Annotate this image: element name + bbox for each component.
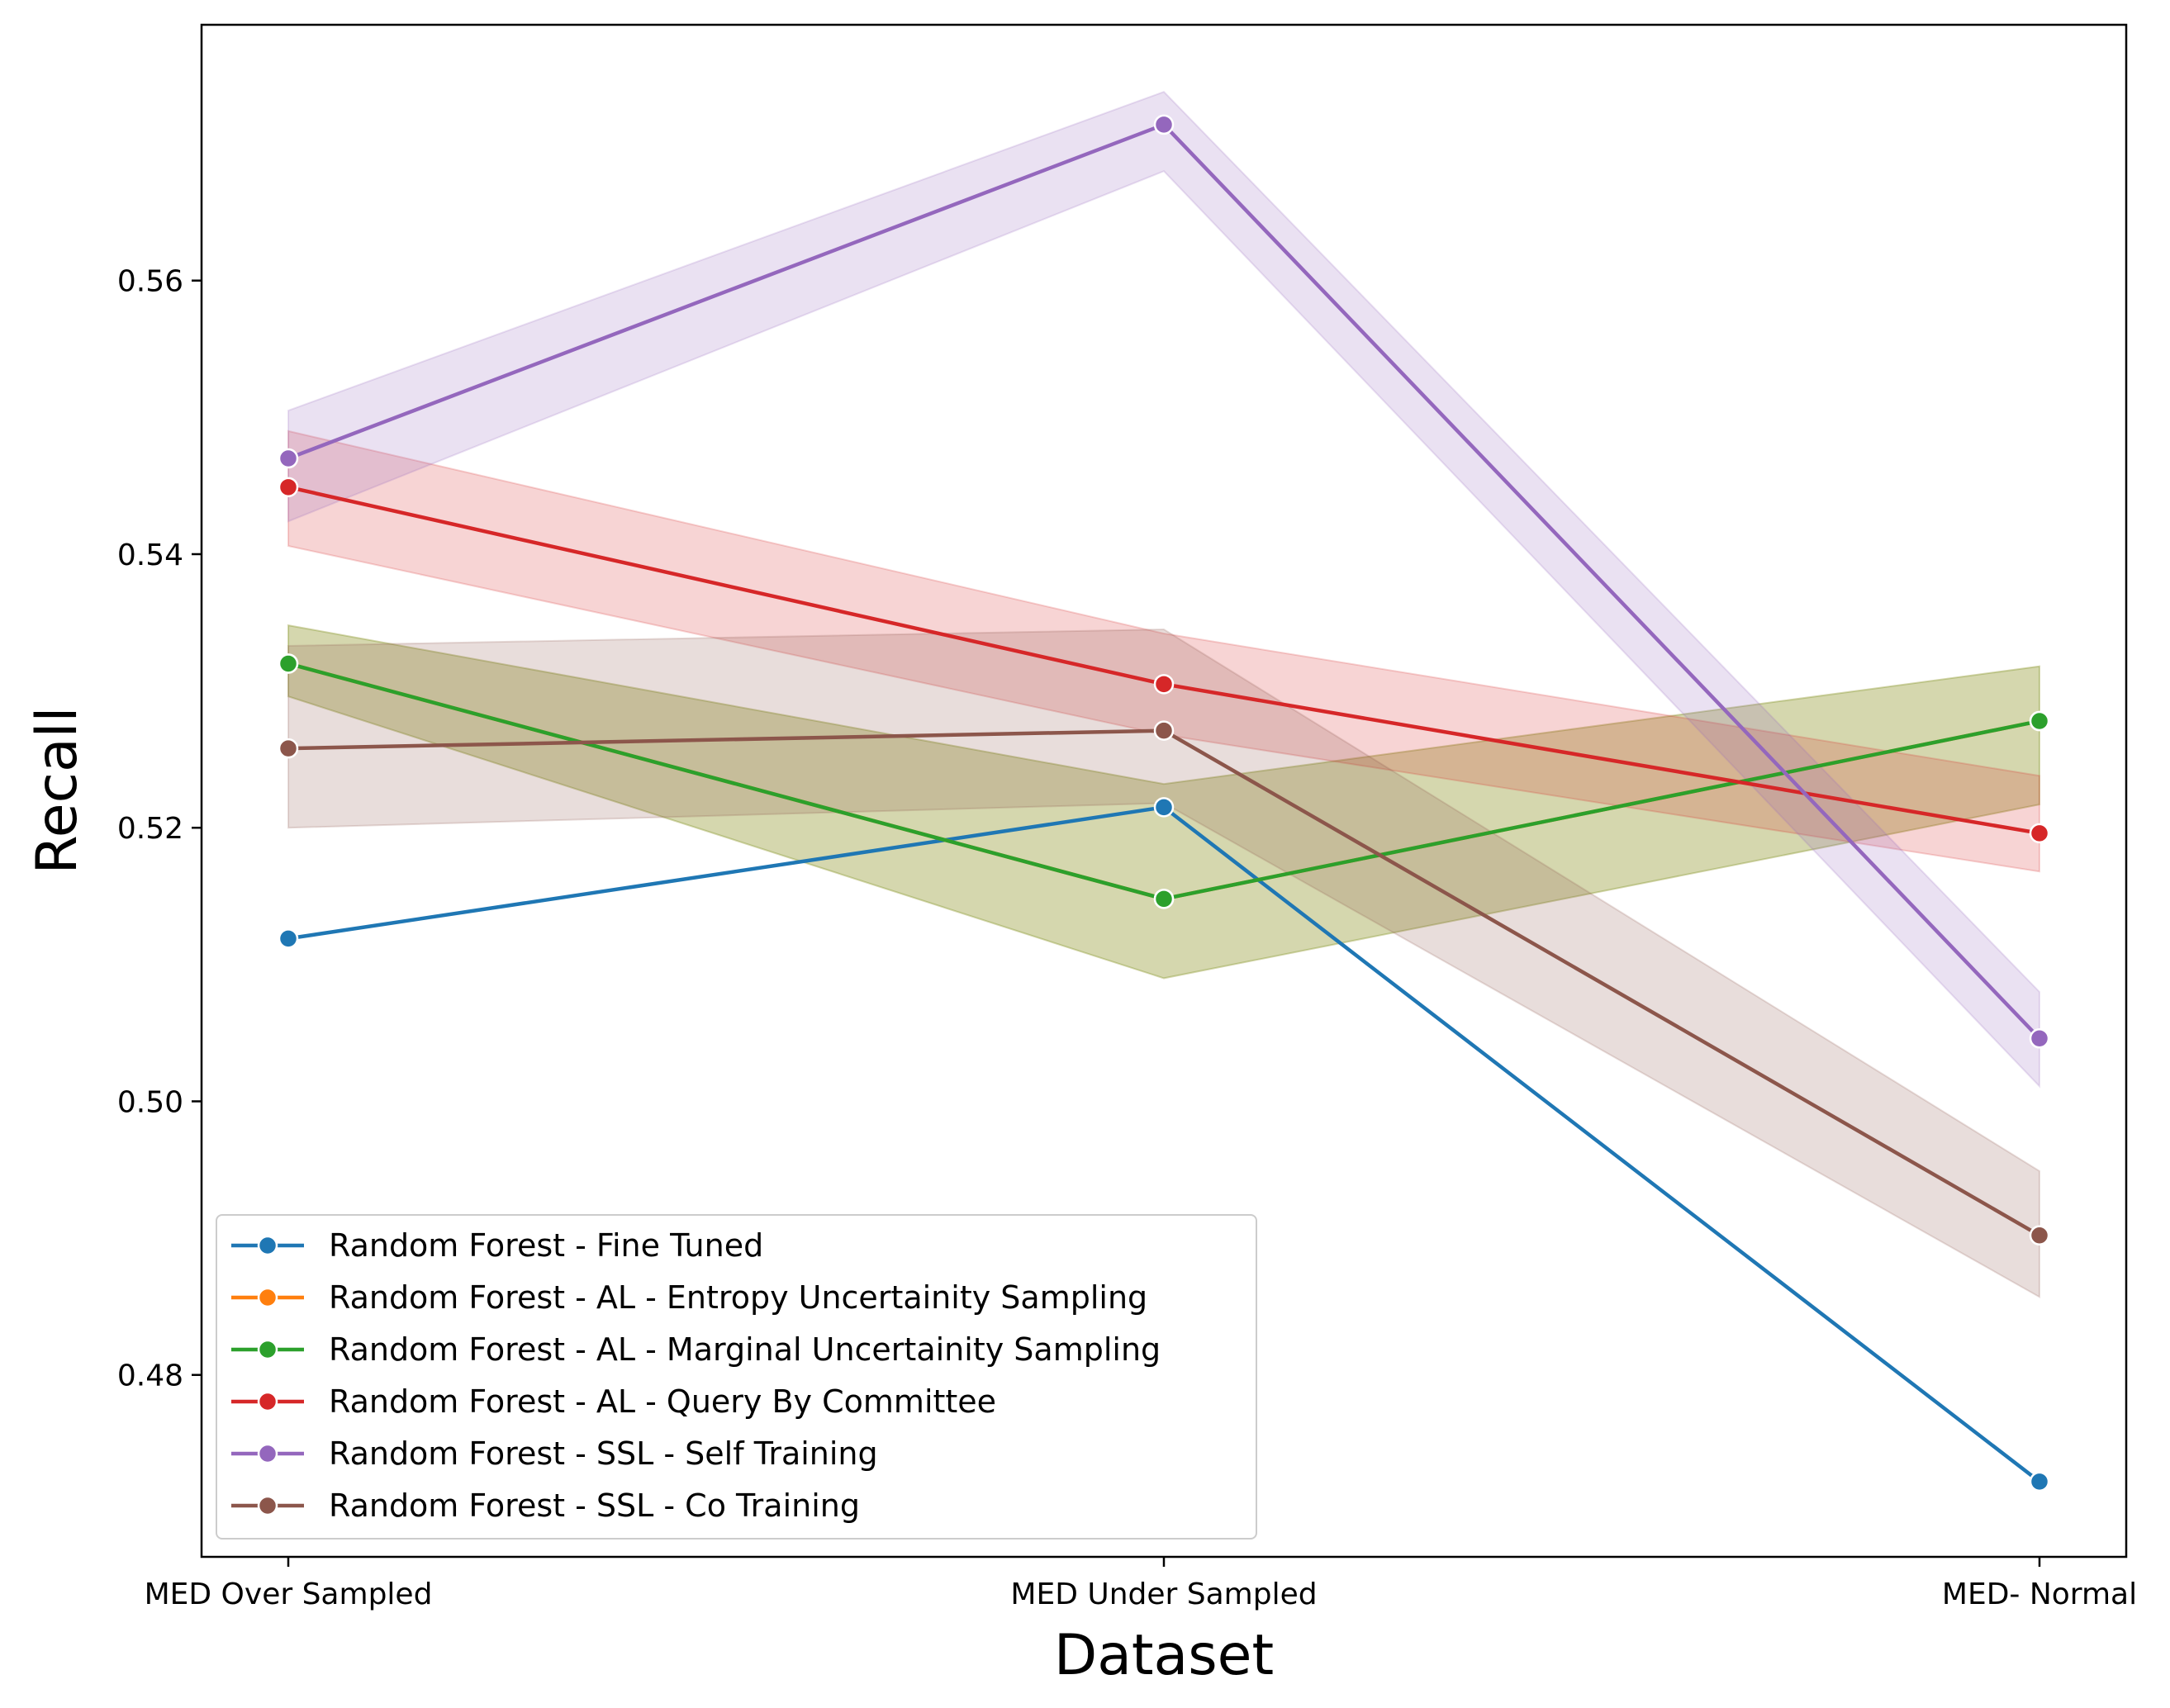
x-tick-label: MED- Normal: [1942, 1578, 2137, 1611]
series-0-point-0: [278, 928, 299, 949]
series-5-band: [287, 629, 2040, 1299]
series-0-point-1: [1153, 797, 1175, 818]
legend-swatch-marker: [257, 1339, 278, 1360]
legend-entry-label: Random Forest - SSL - Co Training: [329, 1487, 860, 1524]
series-2-point-0: [278, 653, 299, 674]
series-3-point-1: [1153, 674, 1175, 695]
series-4-point-1: [1153, 114, 1175, 135]
series-3-band: [287, 429, 2040, 873]
legend-entry-label: Random Forest - Fine Tuned: [329, 1227, 763, 1264]
series-5-point-2: [2029, 1225, 2050, 1246]
series-4-point-2: [2029, 1028, 2050, 1049]
y-tick-label: 0.50: [117, 1085, 183, 1119]
series-4-point-0: [278, 448, 299, 469]
series-2-point-2: [2029, 710, 2050, 732]
series-0-point-2: [2029, 1471, 2050, 1492]
series-2-point-1: [1153, 889, 1175, 909]
series-3-point-2: [2029, 823, 2050, 844]
y-axis-title: Recall: [25, 707, 90, 875]
legend-swatch-marker: [257, 1443, 278, 1464]
legend-entry-label: Random Forest - AL - Marginal Uncertaini…: [329, 1331, 1161, 1368]
y-tick-label: 0.48: [117, 1359, 183, 1393]
series-4-band: [287, 90, 2040, 1089]
legend-swatch-marker: [257, 1287, 278, 1308]
legend-box: [216, 1214, 1257, 1540]
legend-entry-label: Random Forest - SSL - Self Training: [329, 1435, 878, 1472]
legend-swatch-marker: [257, 1391, 278, 1412]
x-tick-label: MED Over Sampled: [145, 1578, 433, 1611]
legend-entry-label: Random Forest - AL - Query By Committee: [329, 1383, 996, 1420]
y-tick-label: 0.52: [117, 812, 183, 846]
x-axis-title: Dataset: [1054, 1623, 1274, 1688]
legend-swatch-marker: [257, 1235, 278, 1256]
series-markers: [278, 114, 2050, 1492]
series-5-point-0: [278, 738, 299, 759]
legend: Random Forest - Fine Tuned Random Forest …: [216, 1214, 1257, 1540]
legend-entry-label: Random Forest - AL - Entropy Uncertainit…: [329, 1279, 1147, 1316]
x-tick-label: MED Under Sampled: [1010, 1578, 1317, 1611]
y-axis: 0.48 0.50 0.52 0.54 0.56: [117, 265, 202, 1393]
legend-swatch-marker: [257, 1495, 278, 1516]
y-tick-label: 0.56: [117, 265, 183, 299]
series-3-point-0: [278, 477, 299, 498]
y-tick-label: 0.54: [117, 538, 183, 572]
x-axis: MED Over Sampled MED Under Sampled MED- No…: [145, 1557, 2137, 1611]
series-5-point-1: [1153, 720, 1175, 741]
